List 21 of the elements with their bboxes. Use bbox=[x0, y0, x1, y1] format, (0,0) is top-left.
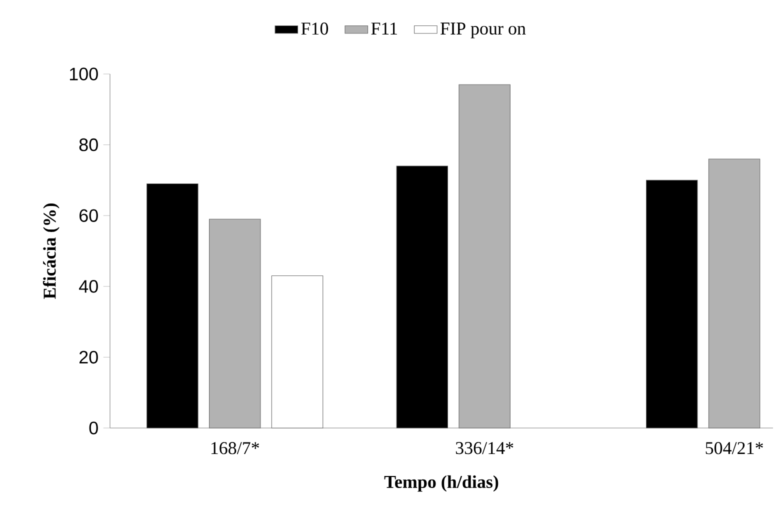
y-tick-label: 100 bbox=[70, 68, 98, 80]
bar bbox=[396, 166, 448, 428]
y-tick-label: 40 bbox=[79, 280, 98, 293]
bar bbox=[209, 218, 261, 428]
bar bbox=[146, 183, 198, 428]
bar bbox=[458, 84, 510, 428]
bar bbox=[271, 276, 324, 428]
legend-label: F11 bbox=[371, 22, 397, 34]
x-tick-label: 168/7* bbox=[211, 442, 259, 454]
x-tick-label: 336/14* bbox=[456, 442, 514, 454]
x-axis-title: Tempo (h/dias) bbox=[384, 475, 498, 492]
y-tick-label: 20 bbox=[80, 350, 98, 364]
y-axis-title: Eficácia (%) bbox=[42, 204, 60, 299]
legend-label: F10 bbox=[301, 22, 328, 35]
bar bbox=[708, 158, 760, 428]
legend-label: FIP pour on bbox=[440, 22, 526, 38]
x-tick-label: 504/21* bbox=[706, 442, 763, 454]
y-tick-label: 60 bbox=[80, 209, 98, 222]
y-tick-label: 0 bbox=[89, 422, 98, 434]
y-tick-label: 80 bbox=[79, 138, 98, 152]
bar bbox=[646, 180, 698, 428]
